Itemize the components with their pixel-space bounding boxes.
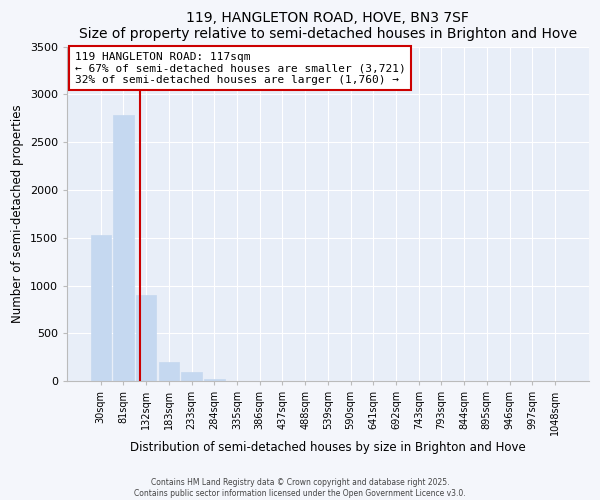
X-axis label: Distribution of semi-detached houses by size in Brighton and Hove: Distribution of semi-detached houses by … [130,441,526,454]
Bar [113,116,134,381]
Bar [204,379,224,381]
Text: 119 HANGLETON ROAD: 117sqm
← 67% of semi-detached houses are smaller (3,721)
32%: 119 HANGLETON ROAD: 117sqm ← 67% of semi… [74,52,406,85]
Y-axis label: Number of semi-detached properties: Number of semi-detached properties [11,104,24,323]
Text: Contains HM Land Registry data © Crown copyright and database right 2025.
Contai: Contains HM Land Registry data © Crown c… [134,478,466,498]
Bar [158,362,179,381]
Bar [181,372,202,381]
Title: 119, HANGLETON ROAD, HOVE, BN3 7SF
Size of property relative to semi-detached ho: 119, HANGLETON ROAD, HOVE, BN3 7SF Size … [79,11,577,42]
Bar [136,295,157,381]
Bar [91,235,111,381]
